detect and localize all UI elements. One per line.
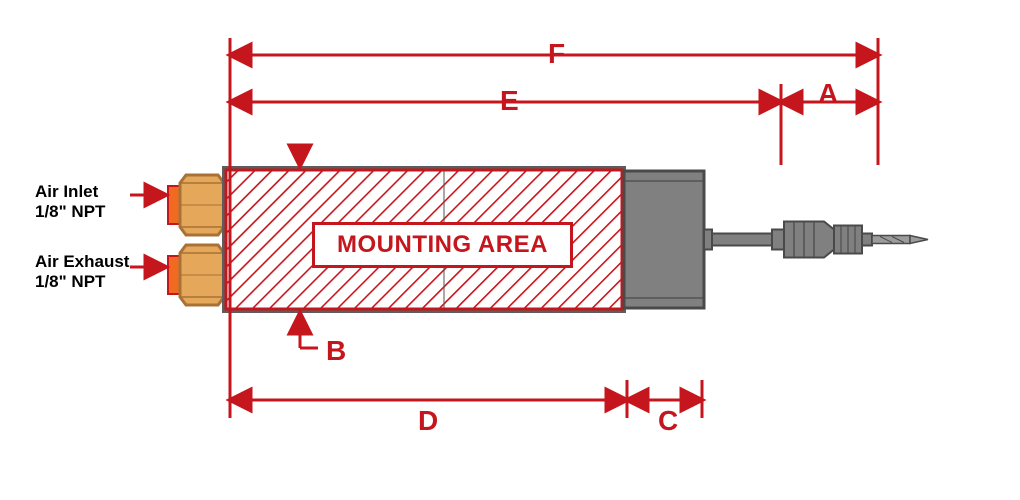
dim-label-C: C [658,405,678,437]
chuck-assembly [704,222,928,258]
hex-nut [180,245,224,305]
hex-nut [180,175,224,235]
dim-label-F: F [548,38,565,70]
annot-exhaust: Air Exhaust1/8" NPT [35,252,129,291]
dim-label-A: A [818,78,838,110]
annot-inlet: Air Inlet1/8" NPT [35,182,105,221]
dim-label-D: D [418,405,438,437]
dim-label-E: E [500,85,519,117]
collar [624,171,704,308]
mounting-area-label: MOUNTING AREA [312,222,573,268]
dim-label-B: B [326,335,346,367]
